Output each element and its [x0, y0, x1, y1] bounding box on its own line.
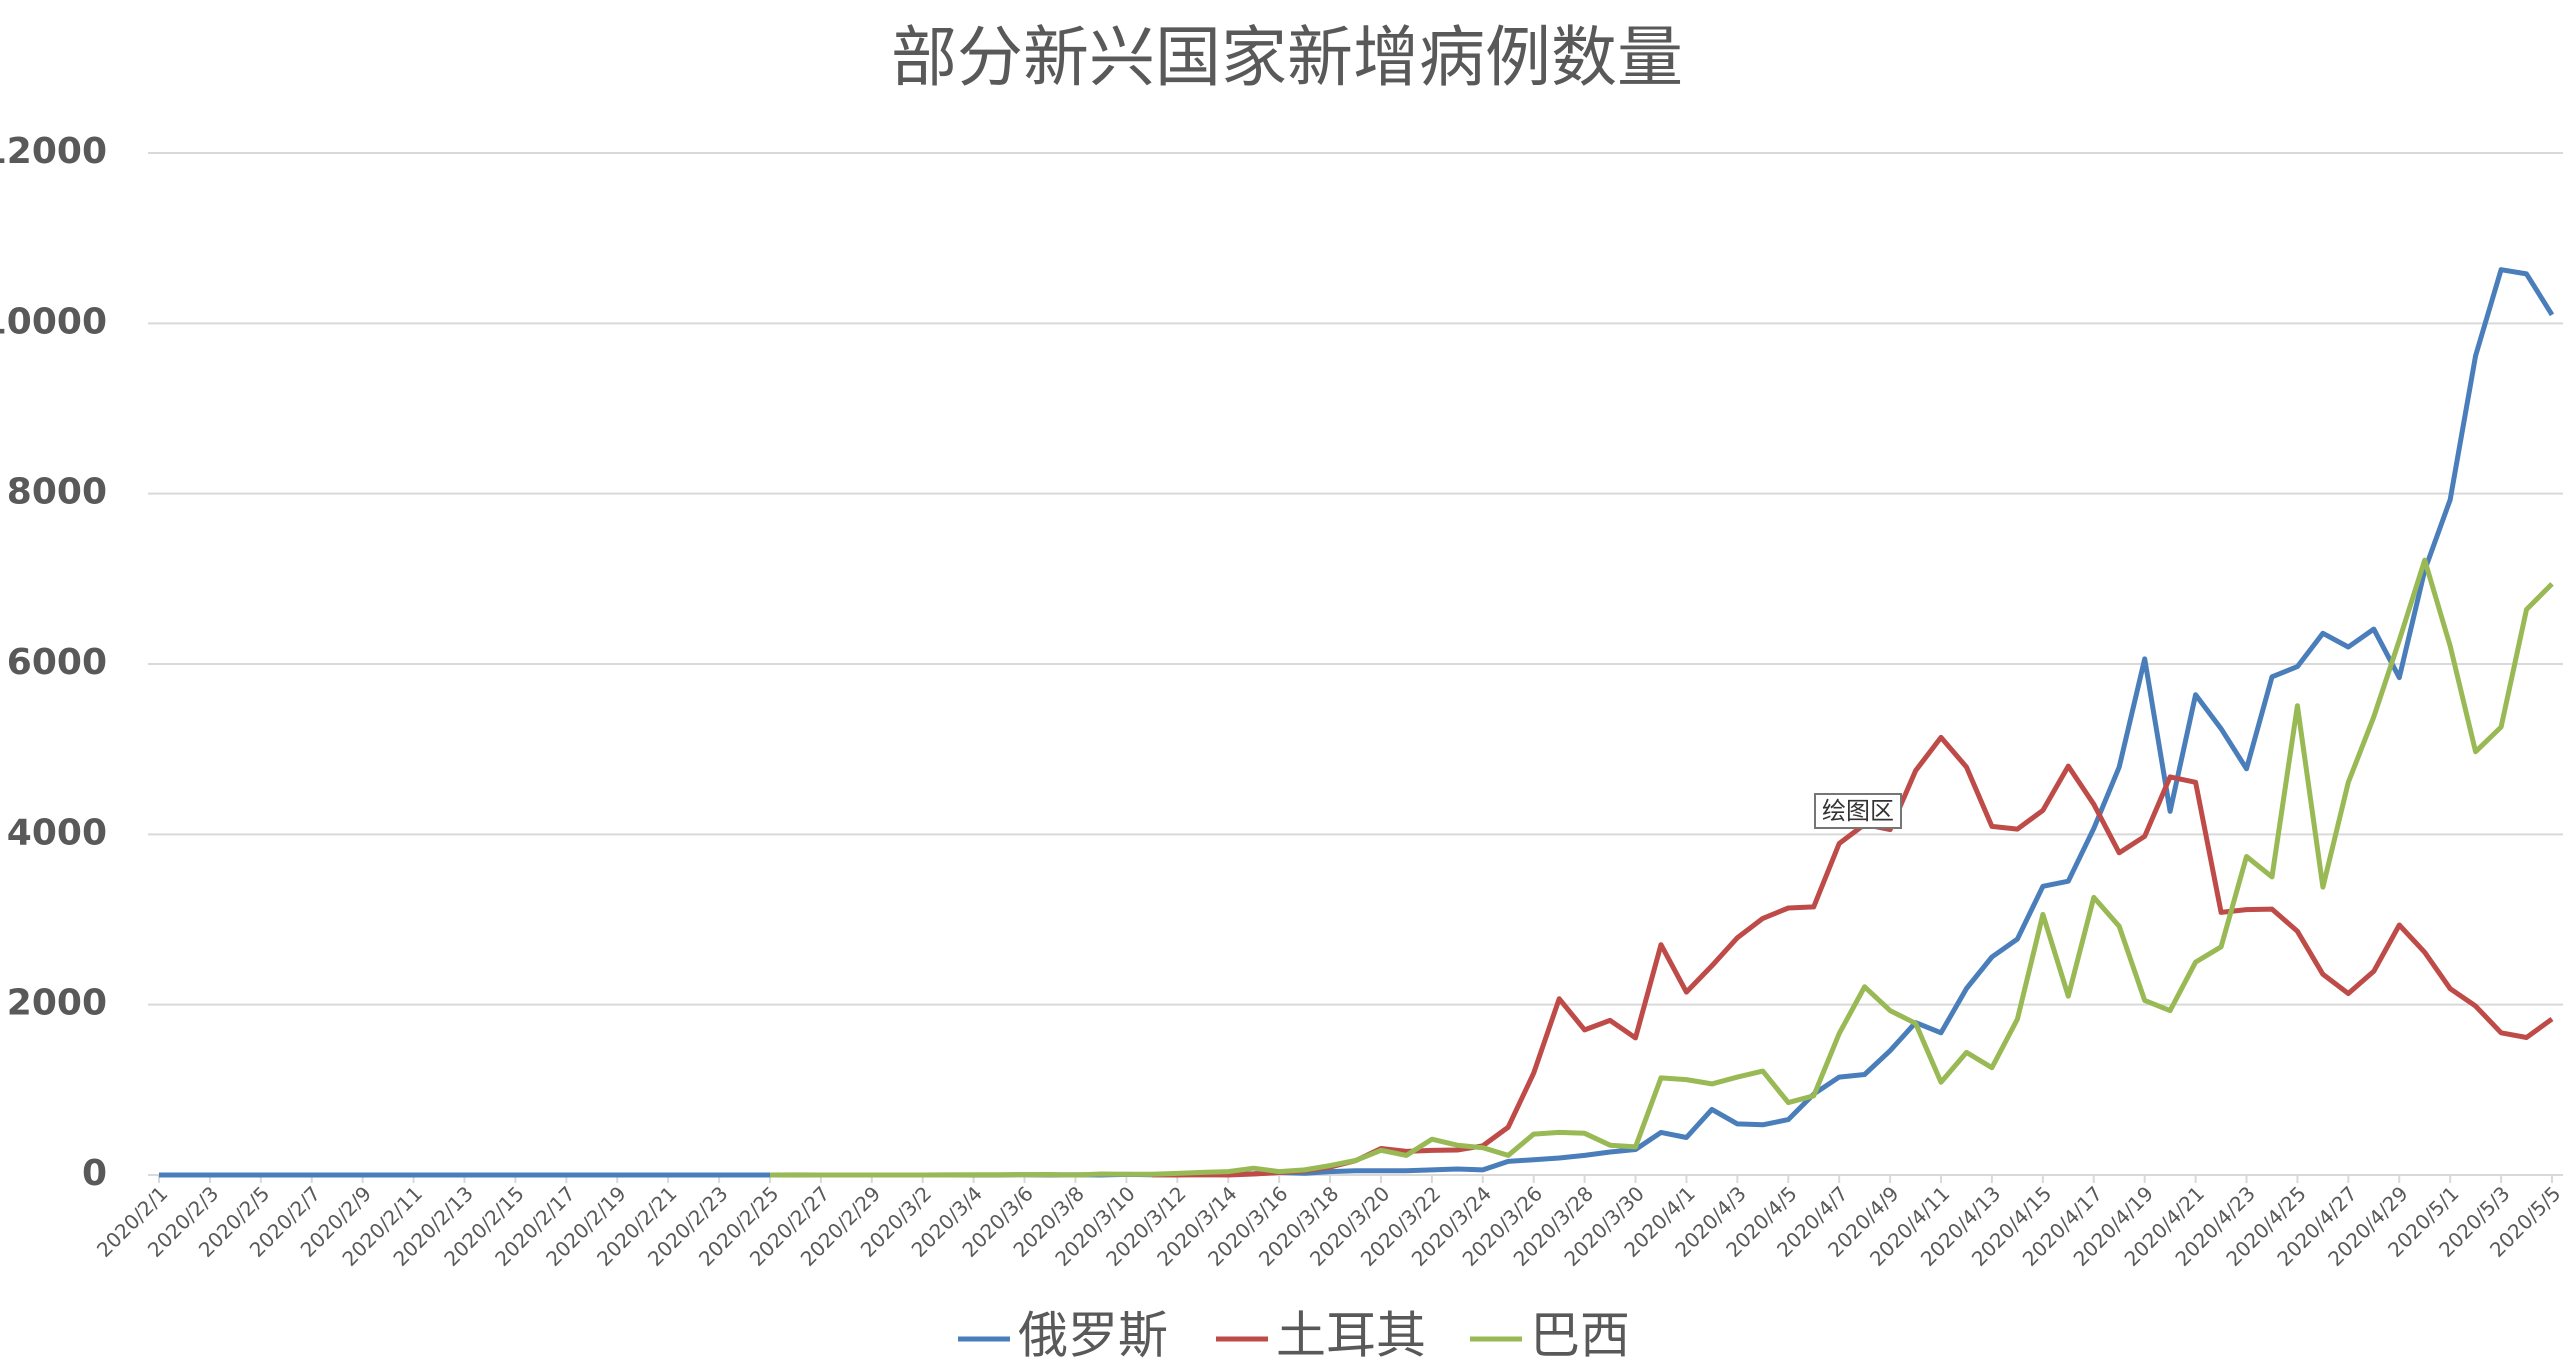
- y-tick-label: 6000: [7, 642, 107, 683]
- legend-label: 俄罗斯: [1018, 1307, 1168, 1365]
- tooltip-box: [1814, 793, 1902, 829]
- y-tick-label: 4000: [7, 812, 107, 853]
- y-tick-label: 0: [82, 1153, 107, 1194]
- chart-title: 部分新兴国家新增病例数量: [891, 19, 1683, 96]
- tooltip: 绘图区: [1822, 797, 1894, 825]
- y-tick-label: 8000: [7, 472, 107, 513]
- legend-label: 土耳其: [1276, 1307, 1426, 1365]
- y-tick-label: 2000: [7, 983, 107, 1024]
- series-line: [769, 557, 2554, 1178]
- series-line: [159, 267, 2555, 1178]
- y-tick-label: 12000: [0, 131, 107, 172]
- y-tick-label: 10000: [0, 301, 107, 342]
- legend-label: 巴西: [1530, 1307, 1630, 1365]
